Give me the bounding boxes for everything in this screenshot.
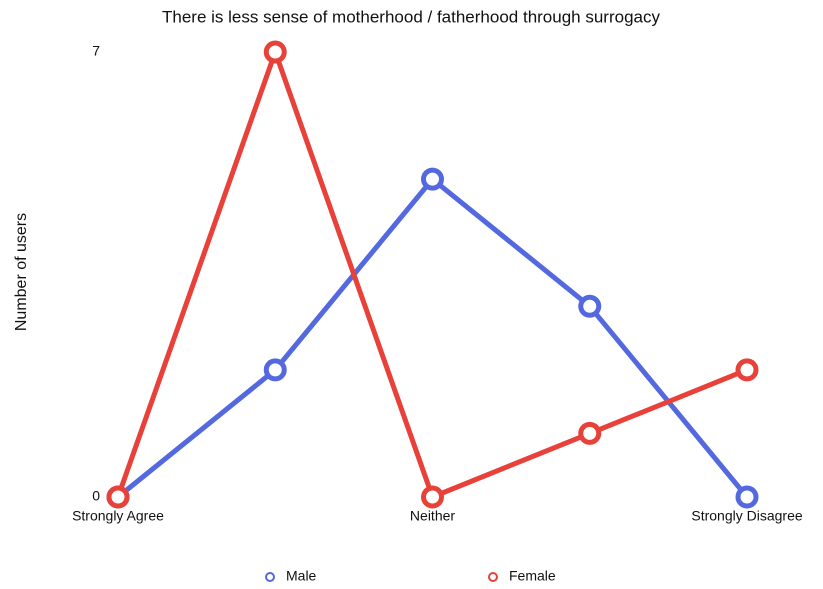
y-tick-label: 7 <box>92 43 100 59</box>
x-tick-label: Strongly Disagree <box>691 508 802 524</box>
data-point <box>106 485 130 509</box>
x-tick-label: Strongly Agree <box>72 508 164 524</box>
data-point <box>578 421 602 445</box>
data-point <box>263 40 287 64</box>
y-tick-label: 0 <box>92 488 100 504</box>
data-point <box>578 294 602 318</box>
data-point <box>421 485 444 509</box>
legend-marker <box>488 572 498 582</box>
data-point <box>263 358 287 382</box>
legend-label: Male <box>286 568 317 584</box>
legend-marker <box>265 572 275 582</box>
chart-title: There is less sense of motherhood / fath… <box>162 7 661 26</box>
data-point <box>735 358 759 382</box>
x-tick-label: Neither <box>410 508 455 524</box>
series-line <box>115 49 748 500</box>
data-point <box>735 485 759 509</box>
y-axis-label: Number of users <box>13 213 30 331</box>
data-point <box>421 167 444 191</box>
legend-label: Female <box>509 568 556 584</box>
